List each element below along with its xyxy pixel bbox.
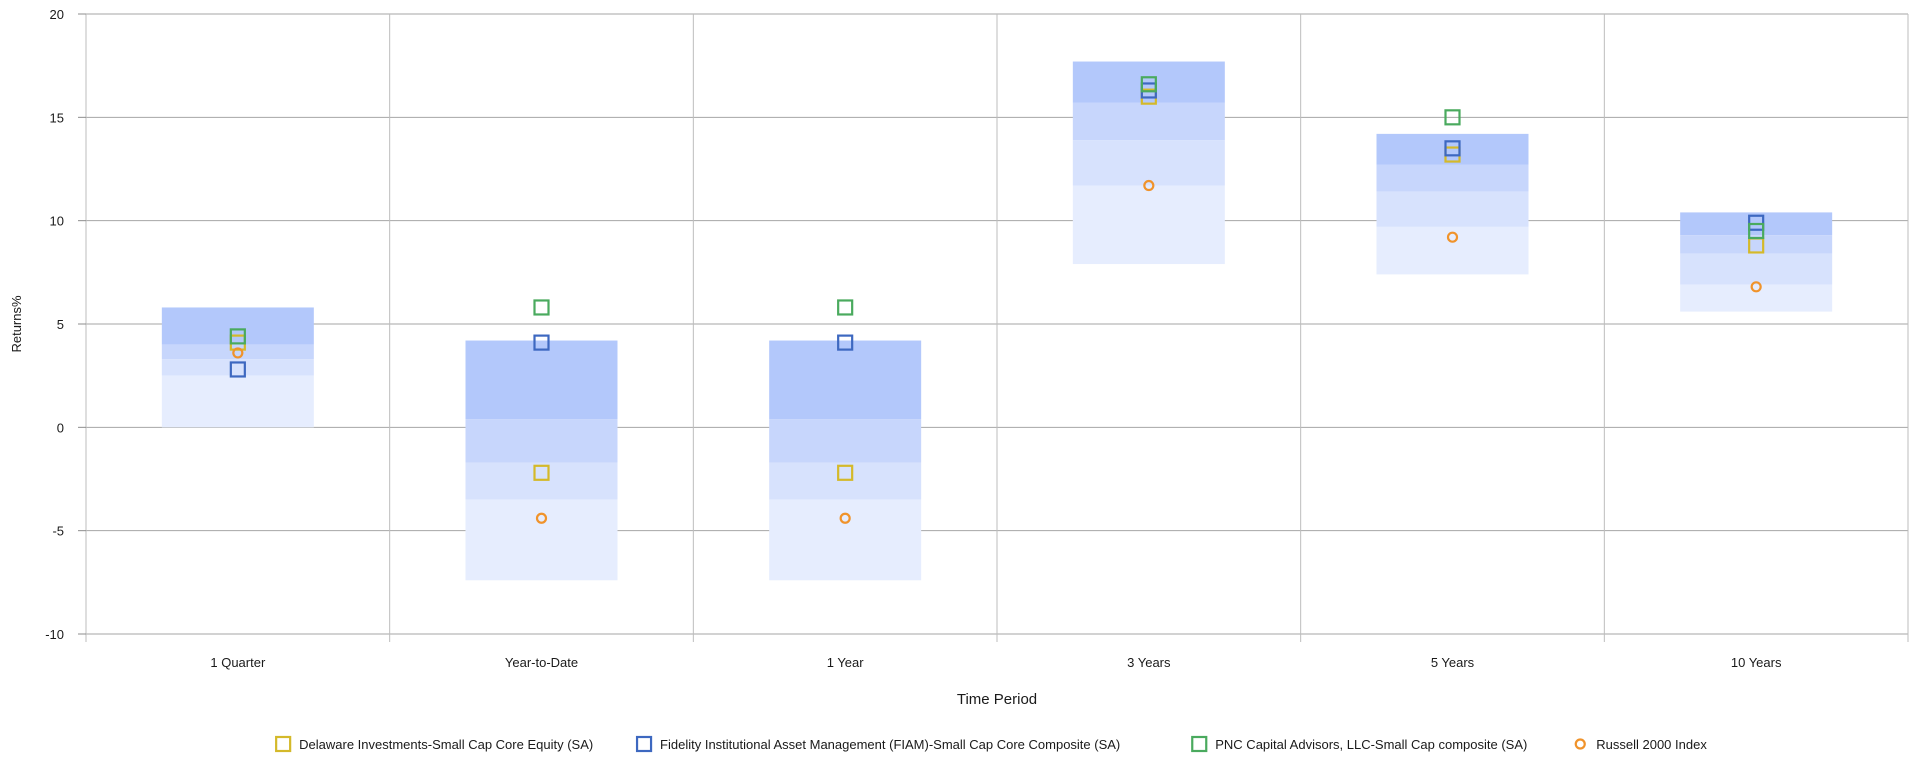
legend-label: Fidelity Institutional Asset Management … xyxy=(660,737,1120,752)
series-marker xyxy=(839,512,851,524)
series-marker xyxy=(1748,222,1765,240)
series-marker xyxy=(229,361,246,378)
series-marker xyxy=(1444,140,1461,157)
series-marker xyxy=(1446,231,1459,243)
percentile-band xyxy=(465,340,618,420)
series-marker xyxy=(837,334,854,351)
percentile-band xyxy=(465,419,618,463)
series-marker xyxy=(837,464,854,481)
x-tick-label: 1 Quarter xyxy=(210,655,266,670)
series-marker xyxy=(1143,179,1155,192)
x-tick-label: 10 Years xyxy=(1731,655,1782,670)
y-tick-label: 5 xyxy=(57,317,64,332)
percentile-band xyxy=(769,340,922,420)
percentile-band xyxy=(161,307,314,345)
percentile-band xyxy=(161,375,314,428)
y-axis-title: Returns% xyxy=(9,295,24,353)
y-tick-label: 0 xyxy=(57,420,64,435)
percentile-band xyxy=(1680,284,1833,312)
percentile-band xyxy=(1376,191,1529,227)
percentile-band xyxy=(161,359,314,376)
percentile-band xyxy=(1376,164,1529,192)
percentile-band xyxy=(769,462,922,500)
percentile-band xyxy=(1072,185,1225,265)
legend: Delaware Investments-Small Cap Core Equi… xyxy=(275,735,1707,753)
legend-marker xyxy=(1574,738,1586,750)
series-marker xyxy=(1750,281,1762,293)
percentile-band xyxy=(769,499,922,581)
percentile-band xyxy=(1072,102,1225,141)
series-marker xyxy=(535,512,548,524)
x-axis-title: Time Period xyxy=(957,691,1037,708)
x-tick-label: Year-to-Date xyxy=(505,655,578,670)
percentile-band xyxy=(161,344,314,360)
y-tick-label: -5 xyxy=(52,524,64,539)
series-marker xyxy=(533,299,550,316)
y-tick-label: 15 xyxy=(50,110,64,125)
series-marker xyxy=(1748,214,1765,231)
series-marker xyxy=(837,299,854,316)
series-marker xyxy=(229,328,246,345)
legend-marker xyxy=(635,735,653,753)
series-marker xyxy=(232,347,244,359)
percentile-band xyxy=(1680,235,1833,254)
x-tick-label: 1 Year xyxy=(827,655,865,670)
legend-label: Russell 2000 Index xyxy=(1596,737,1707,752)
series-marker xyxy=(533,464,550,481)
percentile-band xyxy=(465,462,618,500)
legend-label: PNC Capital Advisors, LLC-Small Cap comp… xyxy=(1215,737,1527,752)
legend-marker xyxy=(1191,735,1208,753)
series-marker xyxy=(1140,76,1157,93)
percentile-band xyxy=(1072,61,1225,103)
series-markers xyxy=(229,76,1765,524)
y-tick-label: 10 xyxy=(50,214,64,229)
percentile-band xyxy=(465,499,618,581)
x-tick-label: 3 Years xyxy=(1127,655,1171,670)
percentile-bars xyxy=(161,61,1833,581)
y-tick-label: -10 xyxy=(45,627,64,642)
grid-lines xyxy=(85,13,1909,642)
percentile-band xyxy=(1376,226,1529,275)
percentile-band xyxy=(1072,140,1225,186)
percentile-band xyxy=(1376,133,1529,165)
y-tick-label: 20 xyxy=(50,7,64,22)
axes: -10 -5 0 5 10 15 20 1 Quarter Year-to-Date 1 Year… xyxy=(45,7,1782,670)
percentile-band xyxy=(769,419,922,463)
series-marker xyxy=(533,334,550,351)
series-marker xyxy=(1444,109,1461,126)
legend-marker xyxy=(275,735,292,753)
percentile-band xyxy=(1680,253,1833,285)
x-tick-label: 5 Years xyxy=(1431,655,1475,670)
legend-label: Delaware Investments-Small Cap Core Equi… xyxy=(299,737,593,752)
